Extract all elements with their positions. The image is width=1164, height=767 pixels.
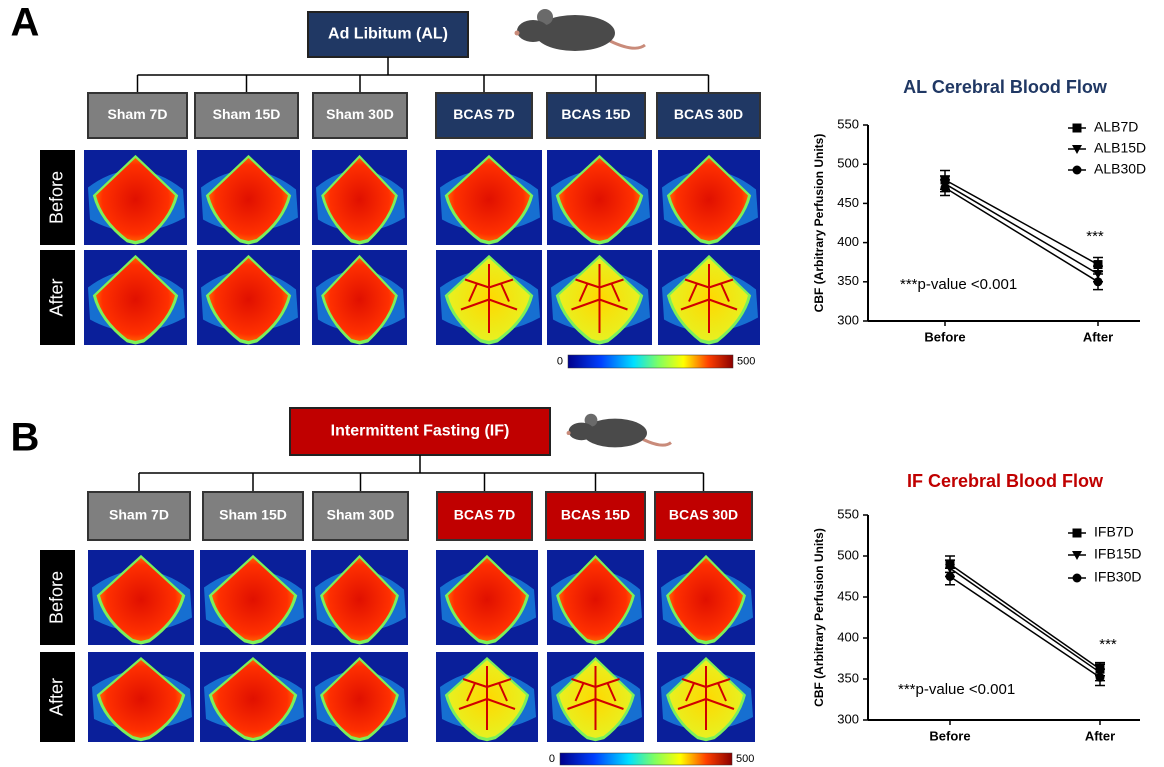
group-label: BCAS 7D xyxy=(453,106,514,122)
y-tick-label: 550 xyxy=(837,506,859,521)
legend-label: IFB30D xyxy=(1094,569,1141,585)
figure: A Ad Libitum (AL) Sham 7D Sham 15D Sham 30D B… xyxy=(0,0,1164,767)
colorbar-min: 0 xyxy=(557,355,563,367)
annotation: *** xyxy=(1099,636,1117,653)
row-label: Before xyxy=(46,571,66,624)
marker xyxy=(1094,277,1103,286)
legend-label: IFB15D xyxy=(1094,546,1141,562)
y-tick-label: 300 xyxy=(837,711,859,726)
y-tick-label: 350 xyxy=(837,670,859,685)
legend-label: ALB30D xyxy=(1094,161,1146,177)
legend-label: IFB7D xyxy=(1094,524,1134,540)
marker xyxy=(941,183,950,192)
legend-label: ALB7D xyxy=(1094,119,1138,135)
group-label: Sham 7D xyxy=(109,507,169,523)
group-label: BCAS 30D xyxy=(674,106,743,122)
colorbar-max: 500 xyxy=(737,355,755,367)
y-tick-label: 400 xyxy=(837,629,859,644)
series-line xyxy=(945,180,1098,265)
mouse-tail xyxy=(610,41,645,48)
y-tick-label: 450 xyxy=(837,588,859,603)
colorbar-max: 500 xyxy=(736,753,754,765)
y-tick-label: 500 xyxy=(837,547,859,562)
marker xyxy=(1073,166,1082,175)
annotation: *** xyxy=(1086,228,1104,245)
series-line xyxy=(945,188,1098,282)
y-axis-label: CBF (Arbitrary Perfusion Units) xyxy=(812,134,826,313)
y-tick-label: 400 xyxy=(837,234,859,249)
y-tick-label: 500 xyxy=(837,156,859,171)
mouse-nose xyxy=(567,431,571,435)
x-tick-label: After xyxy=(1083,329,1113,344)
mouse-head xyxy=(517,20,549,42)
group-label: BCAS 15D xyxy=(561,507,630,523)
legend-label: ALB15D xyxy=(1094,140,1146,156)
group-label: BCAS 30D xyxy=(669,507,738,523)
group-label: Sham 15D xyxy=(219,507,287,523)
title-text: Intermittent Fasting (IF) xyxy=(331,423,510,440)
group-label: Sham 30D xyxy=(327,507,395,523)
series-line xyxy=(945,184,1098,274)
mouse-head xyxy=(569,423,595,441)
panel-label: B xyxy=(11,416,40,460)
series-line xyxy=(950,568,1100,672)
colorbar xyxy=(568,355,733,368)
mouse-tail xyxy=(643,439,671,445)
row-label: After xyxy=(46,678,66,716)
title-text: Ad Libitum (AL) xyxy=(328,26,448,43)
chart-title: AL Cerebral Blood Flow xyxy=(903,77,1108,97)
y-tick-label: 450 xyxy=(837,195,859,210)
panel-label: A xyxy=(11,1,40,45)
y-tick-label: 550 xyxy=(837,116,859,131)
x-tick-label: Before xyxy=(929,728,970,743)
y-tick-label: 300 xyxy=(837,312,859,327)
group-label: Sham 15D xyxy=(213,106,281,122)
colorbar xyxy=(560,753,732,765)
chart-title: IF Cerebral Blood Flow xyxy=(907,471,1104,491)
group-label: BCAS 7D xyxy=(454,507,515,523)
marker xyxy=(946,572,955,581)
mouse-nose xyxy=(515,31,520,36)
series-line xyxy=(950,577,1100,678)
y-tick-label: 350 xyxy=(837,273,859,288)
group-label: Sham 30D xyxy=(326,106,394,122)
row-label: After xyxy=(46,278,66,316)
row-label: Before xyxy=(46,171,66,224)
annotation: ***p-value <0.001 xyxy=(900,276,1017,293)
annotation: ***p-value <0.001 xyxy=(898,681,1015,698)
group-label: Sham 7D xyxy=(108,106,168,122)
marker xyxy=(1073,529,1082,538)
group-label: BCAS 15D xyxy=(561,106,630,122)
colorbar-min: 0 xyxy=(549,753,555,765)
marker xyxy=(1073,124,1082,133)
y-axis-label: CBF (Arbitrary Perfusion Units) xyxy=(812,528,826,707)
x-tick-label: After xyxy=(1085,728,1115,743)
marker xyxy=(1096,673,1105,682)
marker xyxy=(1073,574,1082,583)
x-tick-label: Before xyxy=(924,329,965,344)
